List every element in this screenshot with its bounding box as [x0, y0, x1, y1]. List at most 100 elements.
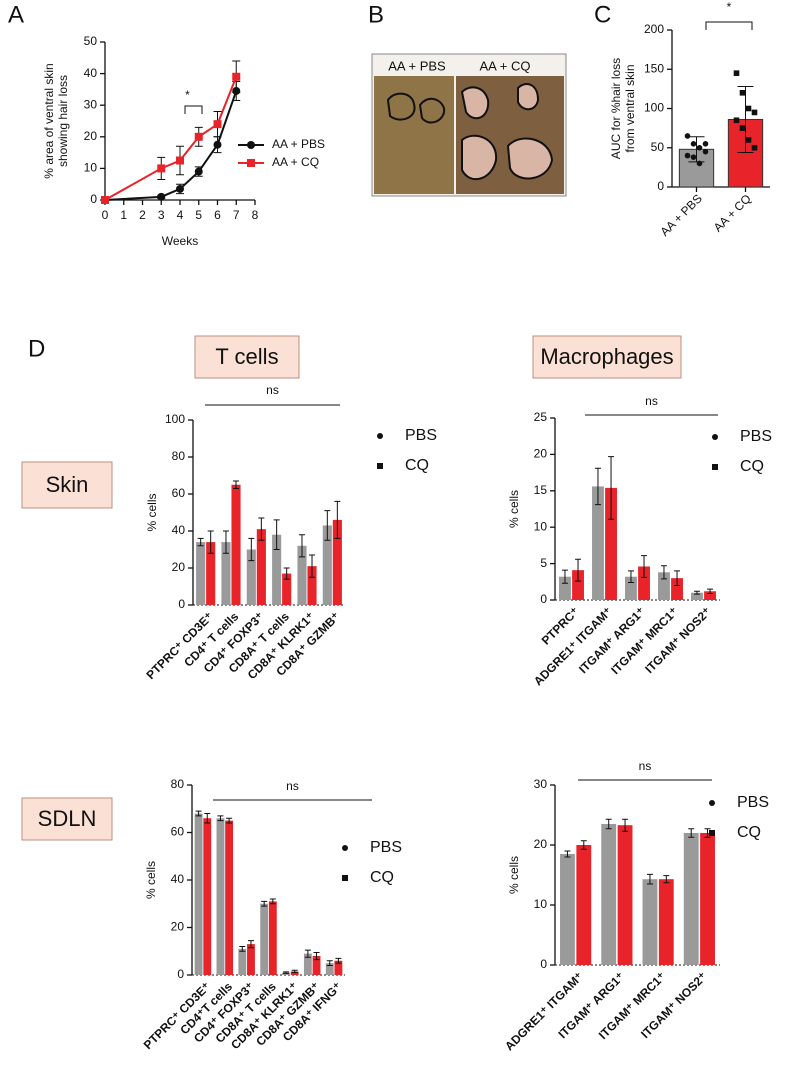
- error-bar: [326, 960, 333, 966]
- error-bar: [663, 875, 670, 884]
- marker: [157, 192, 166, 201]
- bar: [246, 549, 256, 605]
- error-bar: [217, 815, 224, 822]
- marker: [194, 132, 203, 141]
- data-point: [696, 144, 703, 151]
- row-title: Skin: [46, 472, 89, 497]
- y-tick-label: 20: [172, 560, 186, 574]
- bar: [642, 879, 658, 965]
- error-bar: [324, 510, 331, 541]
- error-bar: [334, 500, 341, 539]
- error-bar: [688, 136, 705, 163]
- annotation: ns: [266, 383, 279, 397]
- error-bar: [226, 817, 233, 824]
- legend-marker: [342, 875, 348, 881]
- error-bar: [313, 951, 320, 961]
- column-title: Macrophages: [540, 344, 673, 369]
- marker: [213, 120, 222, 129]
- error-bar: [291, 969, 298, 974]
- legend-label: CQ: [405, 457, 429, 474]
- x-tick-label: 3: [158, 208, 165, 222]
- marker: [176, 156, 184, 165]
- error-bar: [608, 456, 615, 520]
- y-tick-label: 100: [644, 101, 664, 115]
- bar: [322, 525, 332, 605]
- line: [104, 90, 238, 201]
- y-tick-label: 100: [165, 412, 185, 426]
- bar: [334, 960, 343, 975]
- y-tick-label: 10: [534, 897, 548, 911]
- y-tick-label: 50: [651, 140, 665, 154]
- legend-marker: [377, 463, 383, 469]
- error-bar: [283, 971, 290, 974]
- x-tick-label: 5: [195, 208, 202, 222]
- x-tick-label: ADGRE1⁺ ITGAM⁺: [502, 969, 586, 1053]
- data-point: [751, 109, 758, 116]
- panel-label: B: [368, 1, 384, 28]
- legend-marker: [247, 141, 255, 149]
- legend-label: CQ: [370, 869, 394, 886]
- x-tick-label: AA + CQ: [711, 191, 754, 234]
- y-tick-label: 0: [657, 179, 664, 193]
- bar: [658, 879, 674, 965]
- y-tick-label: 200: [644, 22, 664, 36]
- y-tick-label: 80: [171, 777, 185, 791]
- bar: [617, 825, 633, 965]
- y-tick-label: 15: [534, 483, 548, 497]
- y-tick-label: 0: [177, 967, 184, 981]
- x-tick-label: 2: [139, 208, 146, 222]
- error-bar: [622, 818, 629, 832]
- marker: [194, 167, 203, 176]
- photo: AA + PBS AA + CQ: [371, 53, 567, 197]
- error-bar: [561, 569, 568, 584]
- photo-caption: AA + CQ: [480, 58, 531, 73]
- legend-marker: [712, 434, 718, 440]
- y-tick-label: 40: [171, 872, 185, 886]
- legend-marker: [709, 830, 715, 836]
- bar: [260, 903, 269, 975]
- data-point: [684, 152, 691, 159]
- legend-marker: [377, 433, 383, 439]
- bar: [247, 944, 255, 975]
- data-point: [702, 141, 709, 147]
- bar: [704, 591, 716, 600]
- data-point: [690, 141, 697, 147]
- row-title: SDLN: [38, 806, 97, 831]
- y-tick-label: 60: [172, 486, 186, 500]
- error-bar: [222, 530, 229, 554]
- legend-label: PBS: [370, 839, 402, 856]
- y-axis-label: from ventral skin: [623, 64, 637, 152]
- legend-marker: [709, 800, 715, 806]
- bar: [307, 566, 317, 605]
- bar: [683, 833, 699, 965]
- y-axis-label: % area of ventral skin: [42, 63, 56, 178]
- error-bar: [641, 555, 648, 578]
- error-bar: [594, 467, 601, 506]
- legend-label: PBS: [405, 427, 437, 444]
- x-tick-label: 7: [233, 208, 240, 222]
- y-tick-label: 0: [540, 957, 547, 971]
- error-bar: [309, 554, 316, 578]
- y-tick-label: 10: [534, 519, 548, 533]
- bar: [216, 818, 225, 975]
- x-tick-label: 6: [214, 208, 221, 222]
- y-tick-label: 0: [90, 192, 97, 206]
- panel-label: D: [28, 335, 45, 362]
- column-title: T cells: [215, 344, 278, 369]
- bar: [290, 971, 299, 975]
- bar: [312, 956, 321, 975]
- y-axis-label: AUC for %hair loss: [609, 58, 623, 159]
- data-point: [696, 160, 703, 167]
- bar: [592, 486, 604, 600]
- bar: [625, 576, 637, 600]
- legend-label: AA + CQ: [272, 155, 319, 169]
- y-tick-label: 30: [534, 777, 548, 791]
- marker: [232, 72, 241, 81]
- error-bar: [258, 517, 265, 541]
- bar: [297, 545, 307, 605]
- x-tick-label: 8: [252, 208, 259, 222]
- bar: [671, 578, 683, 600]
- legend-label: AA + PBS: [272, 137, 325, 151]
- y-tick-label: 25: [534, 410, 548, 424]
- bar: [238, 948, 247, 975]
